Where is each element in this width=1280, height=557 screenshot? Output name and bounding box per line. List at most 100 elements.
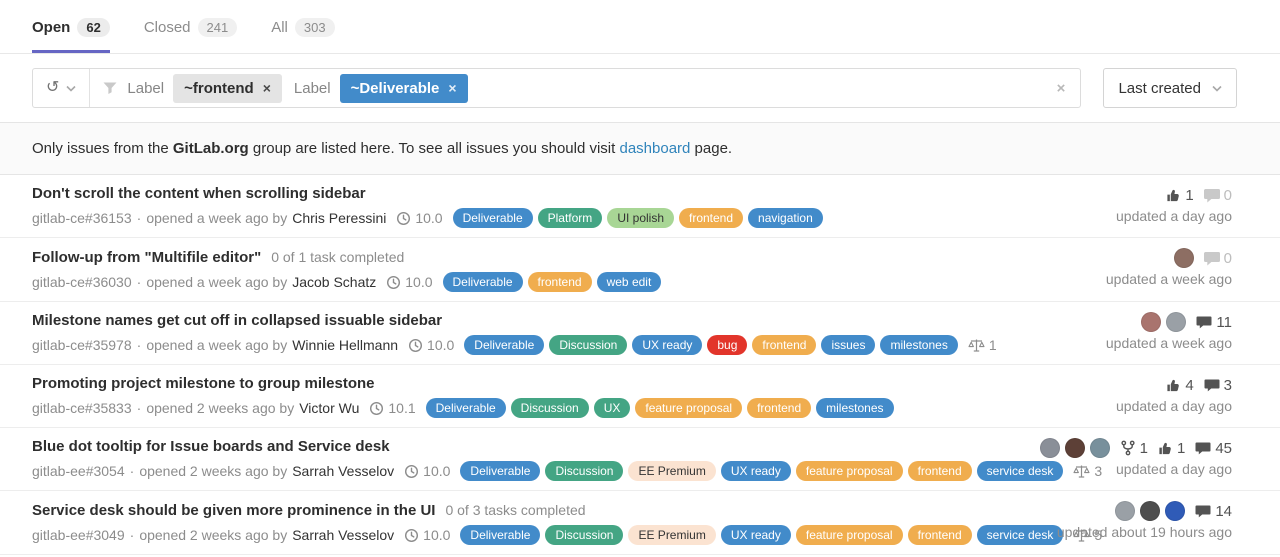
- issue-title-link[interactable]: Blue dot tooltip for Issue boards and Se…: [32, 438, 390, 455]
- issue-side-meta: 1 1 45 updated a day ago: [1039, 437, 1232, 477]
- merge-request-count: 1: [1139, 439, 1148, 457]
- issue-label[interactable]: frontend: [907, 461, 972, 481]
- issue-label[interactable]: bug: [707, 335, 748, 355]
- issue-side-meta: 4 3 updated a day ago: [1116, 374, 1232, 415]
- issue-label[interactable]: frontend: [752, 335, 817, 355]
- tab-all[interactable]: All 303: [271, 18, 335, 53]
- issue-label[interactable]: Deliverable: [460, 461, 541, 481]
- comments-stat[interactable]: 3: [1204, 377, 1232, 394]
- separator-dot: ·: [136, 274, 142, 290]
- issue-updated-text: updated a day ago: [1116, 208, 1232, 224]
- issue-label[interactable]: feature proposal: [795, 461, 903, 481]
- issue-label[interactable]: UX ready: [720, 461, 791, 481]
- remove-token-icon[interactable]: ×: [448, 80, 457, 96]
- issue-label[interactable]: Discussion: [510, 398, 589, 418]
- issue-side-meta: 1 0 updated a day ago: [1116, 184, 1232, 225]
- issue-main: Blue dot tooltip for Issue boards and Se…: [32, 437, 1102, 481]
- comment-count: 3: [1223, 376, 1232, 394]
- issue-author-link[interactable]: Jacob Schatz: [292, 274, 377, 290]
- issue-label[interactable]: Discussion: [545, 525, 624, 545]
- issue-author-link[interactable]: Victor Wu: [299, 400, 360, 416]
- merge-request-icon: [1121, 440, 1135, 456]
- tab-closed[interactable]: Closed 241: [143, 18, 238, 53]
- assignee-avatar[interactable]: [1141, 312, 1162, 332]
- upvotes-stat: 1: [1166, 187, 1194, 204]
- issue-title-link[interactable]: Promoting project milestone to group mil…: [32, 375, 375, 392]
- issue-label[interactable]: UX: [593, 398, 631, 418]
- filtered-search-input[interactable]: Label ~frontend × Label ~Deliverable ×: [127, 69, 1041, 107]
- issue-label[interactable]: navigation: [748, 208, 823, 228]
- issue-updated-text: updated a week ago: [1105, 335, 1232, 351]
- issue-label[interactable]: milestones: [880, 335, 958, 355]
- comments-stat[interactable]: 14: [1195, 503, 1232, 520]
- issue-updated-text: updated a week ago: [1105, 271, 1232, 287]
- issue-label[interactable]: Discussion: [545, 461, 624, 481]
- remove-token-icon[interactable]: ×: [262, 80, 271, 96]
- issue-label[interactable]: Deliverable: [425, 398, 506, 418]
- issue-label[interactable]: feature proposal: [795, 525, 903, 545]
- issue-label[interactable]: feature proposal: [635, 398, 743, 418]
- assignee-avatar[interactable]: [1165, 501, 1186, 521]
- tab-all-label: All: [271, 19, 288, 36]
- comments-stat[interactable]: 45: [1195, 440, 1232, 457]
- issue-label[interactable]: frontend: [747, 398, 812, 418]
- issue-label[interactable]: EE Premium: [628, 525, 716, 545]
- issue-milestone: 10.0: [404, 461, 450, 481]
- issue-label[interactable]: Deliverable: [442, 272, 523, 292]
- group-scope-banner: Only issues from the GitLab.org group ar…: [0, 122, 1280, 175]
- issue-label[interactable]: UX ready: [632, 335, 703, 355]
- issue-label[interactable]: milestones: [816, 398, 894, 418]
- filter-token-value[interactable]: ~frontend ×: [173, 73, 282, 103]
- assignee-avatar[interactable]: [1115, 501, 1136, 521]
- issue-label[interactable]: frontend: [527, 272, 592, 292]
- comments-stat[interactable]: 11: [1196, 314, 1232, 331]
- issue-weight: 3: [1073, 461, 1102, 481]
- issue-label[interactable]: Deliverable: [464, 335, 545, 355]
- issue-title-link[interactable]: Milestone names get cut off in collapsed…: [32, 312, 443, 329]
- issue-label[interactable]: UI polish: [607, 208, 674, 228]
- issue-label[interactable]: frontend: [679, 208, 744, 228]
- filter-token[interactable]: Label ~Deliverable ×: [294, 73, 468, 103]
- issue-row: Follow-up from "Multifile editor" 0 of 1…: [0, 238, 1280, 302]
- weight-value: 3: [1094, 463, 1103, 479]
- issue-label[interactable]: service desk: [976, 525, 1064, 545]
- issue-label[interactable]: Discussion: [549, 335, 628, 355]
- filter-token-value[interactable]: ~Deliverable ×: [339, 73, 468, 103]
- milestone-clock-icon: [405, 464, 419, 478]
- issue-author-link[interactable]: Sarrah Vesselov: [292, 463, 395, 479]
- tab-closed-label: Closed: [143, 19, 191, 36]
- issue-author-link[interactable]: Sarrah Vesselov: [292, 527, 395, 543]
- assignee-avatar[interactable]: [1166, 312, 1187, 332]
- issue-label[interactable]: web edit: [596, 272, 662, 292]
- issues-list: Don't scroll the content when scrolling …: [0, 175, 1280, 555]
- issue-author-link[interactable]: Winnie Hellmann: [292, 337, 399, 353]
- issue-label[interactable]: Platform: [537, 208, 603, 228]
- issue-title-link[interactable]: Service desk should be given more promin…: [32, 502, 436, 519]
- issue-label[interactable]: Deliverable: [452, 208, 533, 228]
- comments-stat[interactable]: 0: [1203, 187, 1232, 204]
- sort-dropdown[interactable]: Last created: [1103, 68, 1237, 108]
- tab-open[interactable]: Open 62: [32, 18, 110, 53]
- issue-label[interactable]: UX ready: [720, 525, 791, 545]
- assignee-avatar[interactable]: [1089, 438, 1110, 458]
- issue-label[interactable]: issues: [821, 335, 876, 355]
- comment-bubble-icon: [1204, 379, 1220, 391]
- clear-search-icon[interactable]: ×: [1056, 79, 1066, 97]
- sort-dropdown-label: Last created: [1118, 79, 1201, 97]
- issue-label[interactable]: service desk: [976, 461, 1064, 481]
- comments-stat[interactable]: 0: [1203, 250, 1232, 267]
- issue-label[interactable]: Deliverable: [460, 525, 541, 545]
- dashboard-link[interactable]: dashboard: [619, 140, 691, 157]
- assignee-avatar[interactable]: [1039, 438, 1060, 458]
- assignee-avatar[interactable]: [1173, 248, 1194, 268]
- issue-opened-text: opened 2 weeks ago by: [139, 527, 288, 543]
- issue-title-link[interactable]: Follow-up from "Multifile editor": [32, 249, 262, 266]
- issue-title-link[interactable]: Don't scroll the content when scrolling …: [32, 185, 366, 202]
- issue-label[interactable]: EE Premium: [628, 461, 716, 481]
- search-history-button[interactable]: ↺: [33, 69, 89, 107]
- assignee-avatar[interactable]: [1064, 438, 1085, 458]
- filter-token[interactable]: Label ~frontend ×: [127, 73, 282, 103]
- assignee-avatar[interactable]: [1140, 501, 1161, 521]
- issue-label[interactable]: frontend: [907, 525, 972, 545]
- issue-author-link[interactable]: Chris Peressini: [292, 210, 387, 226]
